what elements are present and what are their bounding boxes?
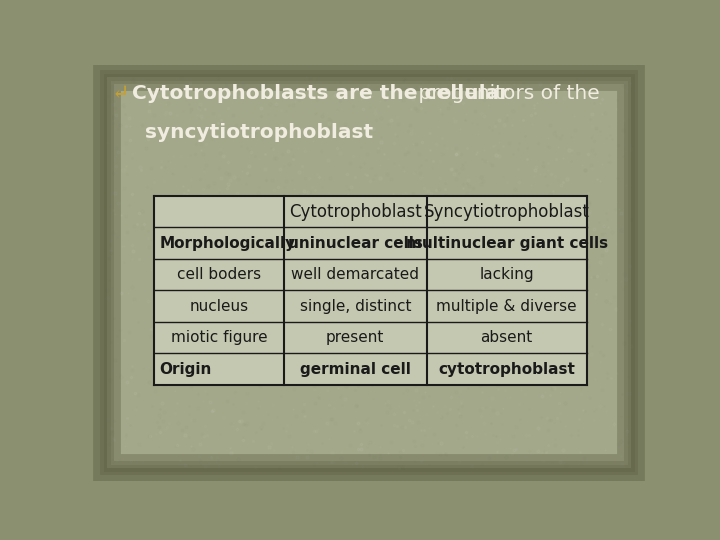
Text: cytotrophoblast: cytotrophoblast [438,362,575,377]
Text: nucleus: nucleus [189,299,248,314]
Text: Cytotrophoblasts are the cellular: Cytotrophoblasts are the cellular [132,84,509,103]
Text: miotic figure: miotic figure [171,330,267,345]
Text: Origin: Origin [160,362,212,377]
Text: progenitors of the: progenitors of the [412,84,600,103]
Text: multinuclear giant cells: multinuclear giant cells [405,235,608,251]
Text: lacking: lacking [480,267,534,282]
Text: multiple & diverse: multiple & diverse [436,299,577,314]
Text: Cytotrophoblast: Cytotrophoblast [289,202,422,220]
Text: ↵: ↵ [112,84,130,103]
Text: well demarcated: well demarcated [292,267,419,282]
Text: Morphologically: Morphologically [160,235,296,251]
Text: Syncytiotrophoblast: Syncytiotrophoblast [423,202,590,220]
Text: single, distinct: single, distinct [300,299,411,314]
Text: absent: absent [480,330,533,345]
Text: present: present [326,330,384,345]
Bar [154,196,587,385]
Text: uninuclear cells: uninuclear cells [288,235,423,251]
Text: syncytiotrophoblast: syncytiotrophoblast [145,123,373,142]
Text: germinal cell: germinal cell [300,362,410,377]
Text: cell boders: cell boders [177,267,261,282]
